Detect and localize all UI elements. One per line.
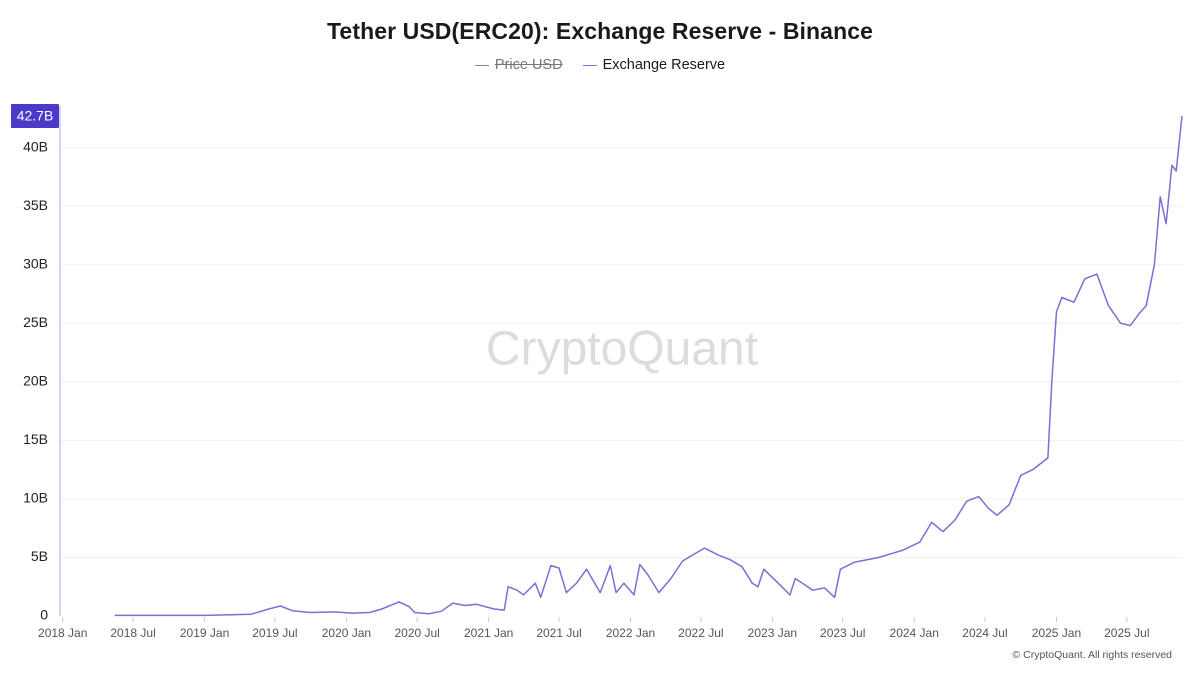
y-tick-label: 15B: [23, 431, 48, 447]
y-tick-label: 25B: [23, 314, 48, 330]
y-tick-label: 35B: [23, 197, 48, 213]
legend-item-price-usd[interactable]: Price USD: [474, 57, 563, 73]
y-tick-label: 10B: [23, 490, 48, 506]
x-tick-label: 2021 Jan: [464, 626, 513, 640]
x-tick-label: 2018 Jan: [38, 626, 87, 640]
x-tick-label: 2024 Jan: [890, 626, 939, 640]
chart-title: Tether USD(ERC20): Exchange Reserve - Bi…: [326, 18, 874, 44]
x-axis-ticks: 2018 Jan 2018 Jul 2019 Jan 2019 Jul 2020 Jan…: [38, 617, 1150, 640]
legend: Price USD Exchange Reserve: [0, 57, 1200, 73]
y-tick-label: 20B: [23, 373, 48, 389]
x-tick-label: 2022 Jul: [678, 626, 723, 640]
y-tick-label: 30B: [23, 255, 48, 271]
y-tick-label: 5B: [31, 548, 48, 564]
legend-item-exchange-reserve[interactable]: Exchange Reserve: [582, 57, 726, 73]
x-tick-label: 2022 Jan: [606, 626, 655, 640]
y-tick-label: 40B: [23, 138, 48, 154]
x-tick-label: 2025 Jul: [1104, 626, 1149, 640]
x-tick-label: 2020 Jan: [322, 626, 371, 640]
y-axis-ticks: 0 5B 10B 15B 20B 25B 30B 35B 40B: [23, 138, 48, 622]
legend-label-exchange-reserve: Exchange Reserve: [602, 57, 726, 73]
x-tick-label: 2025 Jan: [1032, 626, 1081, 640]
legend-label-price-usd: Price USD: [494, 57, 563, 73]
series-line-exchange-reserve[interactable]: [114, 115, 1183, 617]
x-tick-label: 2018 Jul: [110, 626, 155, 640]
current-value-badge-box: [11, 104, 59, 128]
legend-swatch-exchange-reserve: [582, 64, 597, 66]
x-tick-label: 2021 Jul: [536, 626, 581, 640]
current-value-label: 42.7B: [17, 108, 54, 124]
x-tick-label: 2023 Jan: [748, 626, 797, 640]
y-tick-label: 0: [40, 607, 48, 623]
watermark: CryptoQuant: [486, 323, 758, 376]
x-tick-label: 2019 Jan: [180, 626, 229, 640]
x-tick-label: 2019 Jul: [252, 626, 297, 640]
x-tick-label: 2020 Jul: [394, 626, 439, 640]
x-tick-label: 2023 Jul: [820, 626, 865, 640]
legend-swatch-price-usd: [474, 64, 489, 66]
x-tick-label: 2024 Jul: [962, 626, 1007, 640]
copyright-notice: © CryptoQuant. All rights reserved: [1012, 649, 1172, 661]
grid-lines: [60, 147, 1182, 558]
current-value-badge: 42.7B: [11, 104, 59, 128]
